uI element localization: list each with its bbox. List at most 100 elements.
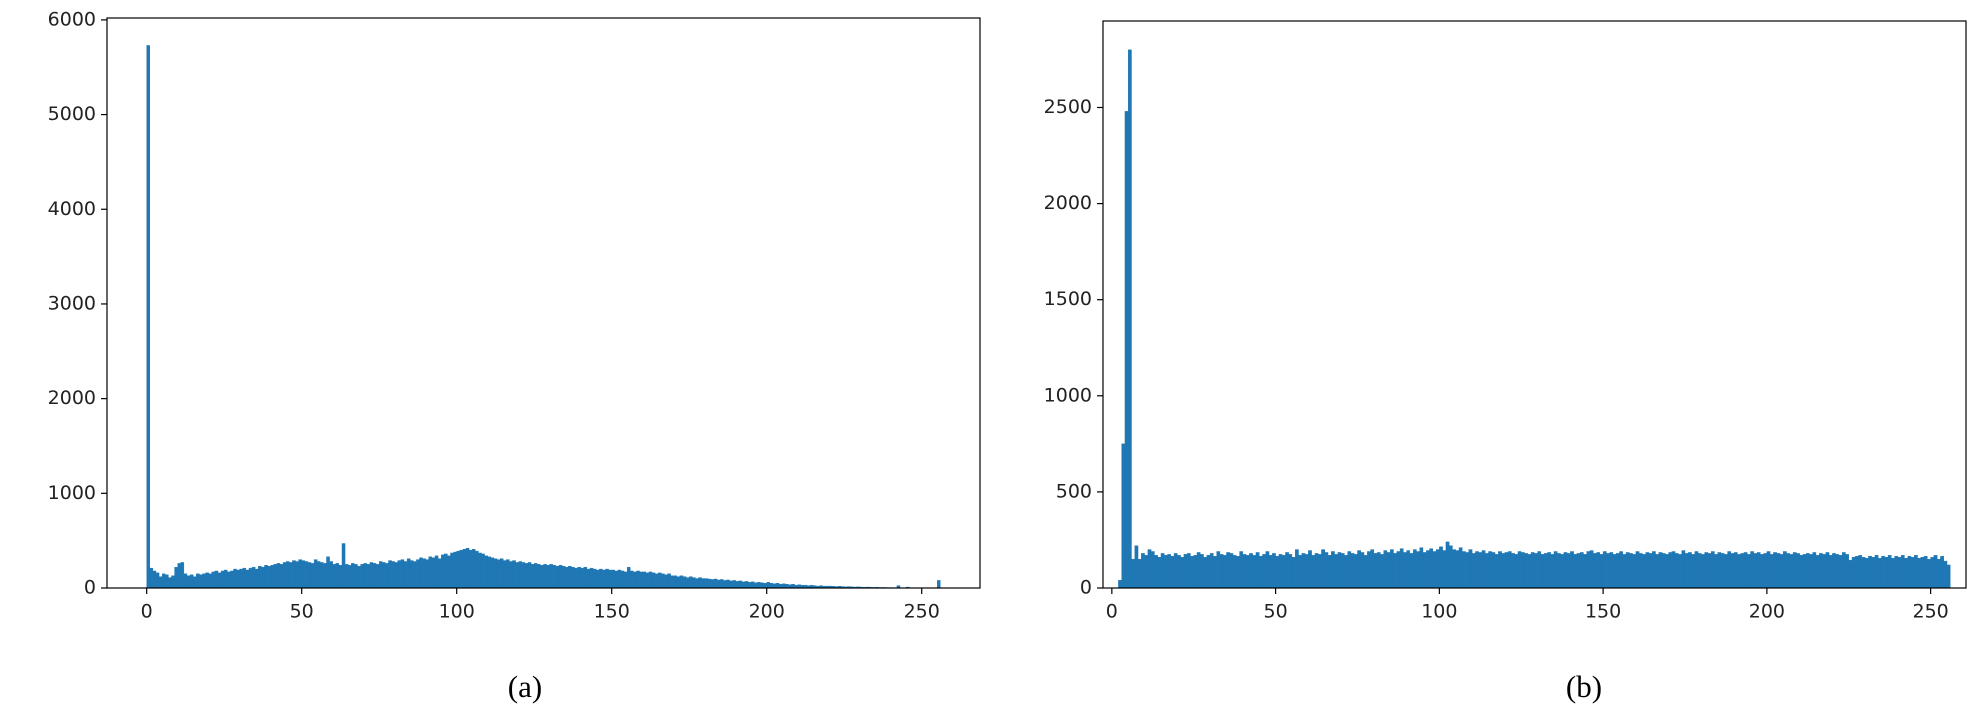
- bar: [320, 562, 324, 589]
- bar: [450, 552, 454, 589]
- x-tick-label: 150: [594, 601, 630, 623]
- bar: [1141, 553, 1145, 589]
- x-tick-label: 250: [1912, 601, 1948, 623]
- bar: [1622, 554, 1627, 589]
- bar: [1367, 551, 1371, 589]
- bar: [1769, 554, 1774, 589]
- bar: [1661, 553, 1666, 589]
- bar: [549, 564, 554, 589]
- bar: [713, 578, 718, 589]
- bar: [1887, 555, 1892, 589]
- bar: [676, 576, 681, 589]
- bar: [1907, 556, 1912, 589]
- bar: [1354, 554, 1358, 589]
- bar: [1164, 555, 1168, 589]
- bar: [636, 570, 640, 589]
- bar: [258, 566, 262, 589]
- bar: [323, 563, 327, 589]
- bar: [741, 581, 746, 589]
- bar: [1386, 552, 1391, 589]
- bar: [1691, 554, 1696, 589]
- bar: [301, 560, 305, 589]
- bar: [701, 578, 705, 589]
- bar: [1583, 554, 1587, 589]
- caption: (a): [508, 669, 542, 704]
- bar: [1923, 556, 1928, 589]
- bar: [1468, 549, 1473, 589]
- bar: [689, 576, 693, 589]
- bar: [496, 559, 501, 589]
- bar: [1606, 553, 1610, 589]
- bar: [1173, 553, 1178, 589]
- bar: [1717, 552, 1722, 589]
- bar: [1501, 553, 1506, 589]
- bar: [1321, 549, 1325, 589]
- bar: [747, 582, 752, 589]
- y-tick-label: 500: [1056, 480, 1092, 502]
- bar: [738, 580, 743, 589]
- bar: [1720, 553, 1725, 589]
- bar: [289, 562, 293, 589]
- bar: [937, 580, 941, 589]
- bar: [757, 582, 761, 589]
- bar: [1514, 554, 1519, 589]
- bar: [782, 583, 786, 589]
- bar: [1920, 557, 1925, 589]
- bar: [174, 566, 178, 589]
- bar: [1645, 552, 1650, 589]
- bar: [1707, 553, 1712, 589]
- bar: [447, 555, 451, 589]
- bar: [1209, 553, 1214, 589]
- bar: [561, 566, 566, 589]
- bar: [313, 559, 318, 589]
- bar: [1193, 555, 1198, 589]
- bar: [1904, 558, 1908, 589]
- bar: [1485, 553, 1489, 589]
- bar: [1635, 551, 1640, 589]
- bar: [1429, 548, 1434, 589]
- bar: [1298, 555, 1303, 589]
- bar: [1426, 550, 1430, 589]
- bar: [481, 553, 485, 589]
- bar: [326, 556, 330, 589]
- bar: [391, 561, 395, 589]
- bar: [245, 569, 250, 589]
- bar: [1779, 554, 1784, 589]
- bar: [1229, 553, 1234, 589]
- bar: [180, 562, 185, 589]
- bar: [1498, 551, 1502, 589]
- bar: [1710, 551, 1715, 589]
- bar: [533, 563, 538, 589]
- bar: [366, 564, 371, 589]
- bar: [214, 570, 219, 589]
- bar: [645, 572, 650, 589]
- bar: [1858, 555, 1863, 589]
- bar: [462, 548, 467, 589]
- bar: [335, 563, 340, 589]
- x-tick-label: 250: [904, 601, 940, 623]
- bar: [1124, 111, 1129, 589]
- bar: [605, 568, 609, 589]
- bar: [304, 561, 309, 589]
- bar: [1186, 553, 1191, 589]
- bar: [375, 564, 380, 589]
- bar: [1517, 551, 1522, 589]
- bar: [1337, 552, 1342, 589]
- bar: [1534, 553, 1538, 589]
- bar: [428, 556, 433, 589]
- bar: [1550, 554, 1555, 589]
- bar: [1177, 555, 1181, 589]
- bar: [685, 577, 690, 589]
- bar: [146, 45, 150, 589]
- bar: [1301, 553, 1306, 589]
- bar: [223, 569, 228, 589]
- bar: [1134, 545, 1139, 589]
- bar: [651, 572, 656, 589]
- y-tick-label: 5000: [48, 103, 96, 125]
- bar: [1871, 557, 1876, 589]
- bar: [459, 549, 464, 589]
- bar: [664, 574, 668, 589]
- bar: [766, 582, 771, 589]
- bar: [1144, 555, 1149, 589]
- bar: [602, 569, 606, 589]
